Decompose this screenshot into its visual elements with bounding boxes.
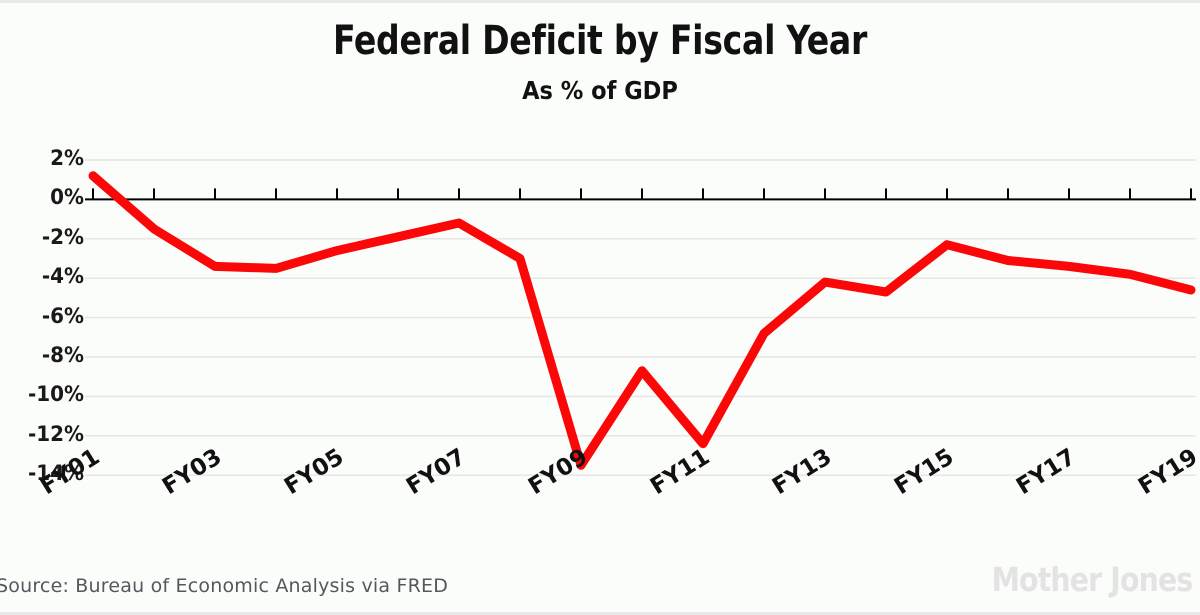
brand-logo: Mother Jones [991, 560, 1193, 599]
y-axis-tick-label: -4% [41, 264, 84, 289]
y-axis-tick-label: -2% [41, 224, 84, 249]
y-axis-tick-label: -12% [27, 421, 85, 446]
y-axis-labels: 2% 0% -2% -4% -6% -8% -10% -12% -14% [0, 0, 84, 615]
top-divider [0, 0, 1200, 3]
y-axis-tick-label: 0% [50, 185, 84, 210]
y-axis-tick-label: -10% [27, 382, 85, 407]
source-note: Source: Bureau of Economic Analysis via … [0, 575, 449, 597]
bottom-divider [0, 612, 1200, 615]
page-subtitle: As % of GDP [522, 76, 678, 105]
deficit-series-line [88, 171, 1196, 470]
gridlines-group [85, 159, 1196, 476]
y-axis-tick-label: -14% [27, 461, 85, 486]
y-axis-tick-label: -8% [41, 343, 84, 367]
y-axis-tick-label: 2% [50, 146, 84, 170]
x-tick-marks-group [92, 188, 1192, 200]
page-title: Federal Deficit by Fiscal Year [332, 18, 868, 64]
y-axis-tick-label: -6% [41, 303, 84, 328]
